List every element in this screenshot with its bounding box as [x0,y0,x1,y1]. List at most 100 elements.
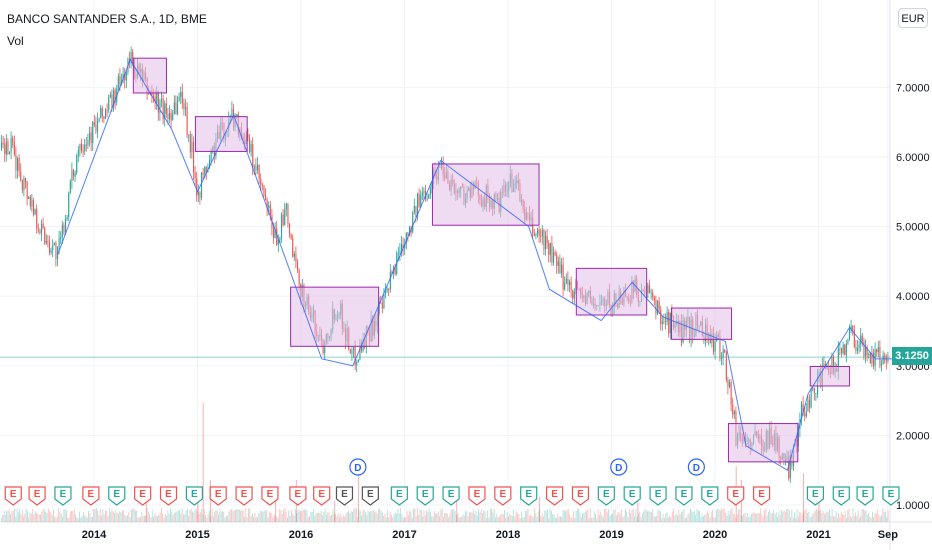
candle-body [412,212,414,233]
candle-body [554,252,556,255]
volume-bar [357,516,359,522]
volume-bar [566,509,568,522]
candle-body [545,235,547,250]
candle-body [82,151,84,152]
candle-body [65,219,67,233]
volume-bar [37,513,39,522]
volume-bar [115,510,117,522]
candle-body [847,339,849,344]
volume-bar [874,513,876,522]
volume-bar [504,509,505,522]
volume-bar [840,512,842,522]
candle-body [26,182,28,199]
volume-bar [154,512,156,522]
volume-bar [756,513,758,522]
volume-bar [553,514,555,522]
candle-body [565,278,567,284]
currency-button[interactable]: EUR [898,8,928,28]
candle-body [863,341,865,357]
volume-bar [745,516,747,522]
consolidation-box [290,286,380,347]
volume-bar [466,511,468,522]
candle-body [823,364,825,366]
volume-bar [579,512,581,522]
volume-bar [172,514,174,522]
volume-bar [144,515,145,522]
volume-bar [626,511,628,522]
volume-bar [158,515,160,522]
volume-bar [807,513,808,522]
candle-body [548,243,550,255]
volume-bar [277,517,279,522]
volume-bar [132,508,134,522]
volume-bar [184,514,186,522]
volume-bar [855,512,856,522]
volume-bar [522,517,524,522]
candle-body [209,160,211,169]
volume-bar [534,508,535,522]
volume-bar [606,511,608,522]
candle-body [89,132,91,141]
volume-bar [866,514,868,522]
volume-bar [782,511,784,522]
volume-bar [580,517,582,522]
volume-bar [197,511,199,522]
volume-bar [872,511,873,522]
volume-bar [846,517,847,522]
volume-bar [843,514,845,522]
volume-bar [125,515,127,522]
volume-bar [261,510,262,522]
volume-bar [138,517,140,522]
earnings-marker [727,486,745,506]
volume-bar [147,511,149,522]
volume-bar [155,515,157,522]
candle-body [178,96,180,100]
symbol-title[interactable]: BANCO SANTANDER S.A., 1D, BME [7,12,207,26]
volume-bar [704,514,706,522]
volume-bar [632,508,634,522]
candle-body [69,180,71,193]
volume-bar [647,511,648,522]
volume-bar [788,510,790,522]
earnings-marker [134,486,152,506]
candle-body [172,113,174,121]
earnings-marker [832,486,850,506]
volume-bar [773,510,775,522]
volume-bar [738,510,739,522]
volume-spike [334,501,336,522]
volume-bar [725,513,726,522]
volume-bar [398,513,400,522]
volume-bar [17,511,19,522]
volume-bar [862,509,864,522]
dividend-marker [687,458,705,476]
volume-bar [353,509,355,522]
candle-body [114,90,116,103]
candle-body [842,344,844,354]
candle-body [249,137,251,153]
volume-spike [145,496,147,522]
candle-body [391,271,393,274]
candle-body [381,302,383,309]
volume-bar [565,511,567,522]
earnings-marker [209,486,227,506]
candle-body [420,195,422,207]
candle-body [191,141,193,153]
candle-body [281,214,283,237]
candle-body [63,224,65,233]
y-tick-label: 1.0000 [896,500,930,512]
volume-bar [573,511,574,522]
candle-body [97,120,99,132]
volume-bar [99,509,101,522]
volume-bar [314,515,316,522]
candle-body [881,364,883,366]
volume-bar [597,509,599,522]
volume-spike [456,494,458,522]
candle-body [569,281,571,285]
volume-bar [372,509,374,522]
volume-bar [877,510,879,522]
volume-bar [612,513,613,522]
volume-indicator-label[interactable]: Vol [7,34,24,48]
volume-bar [237,509,239,522]
